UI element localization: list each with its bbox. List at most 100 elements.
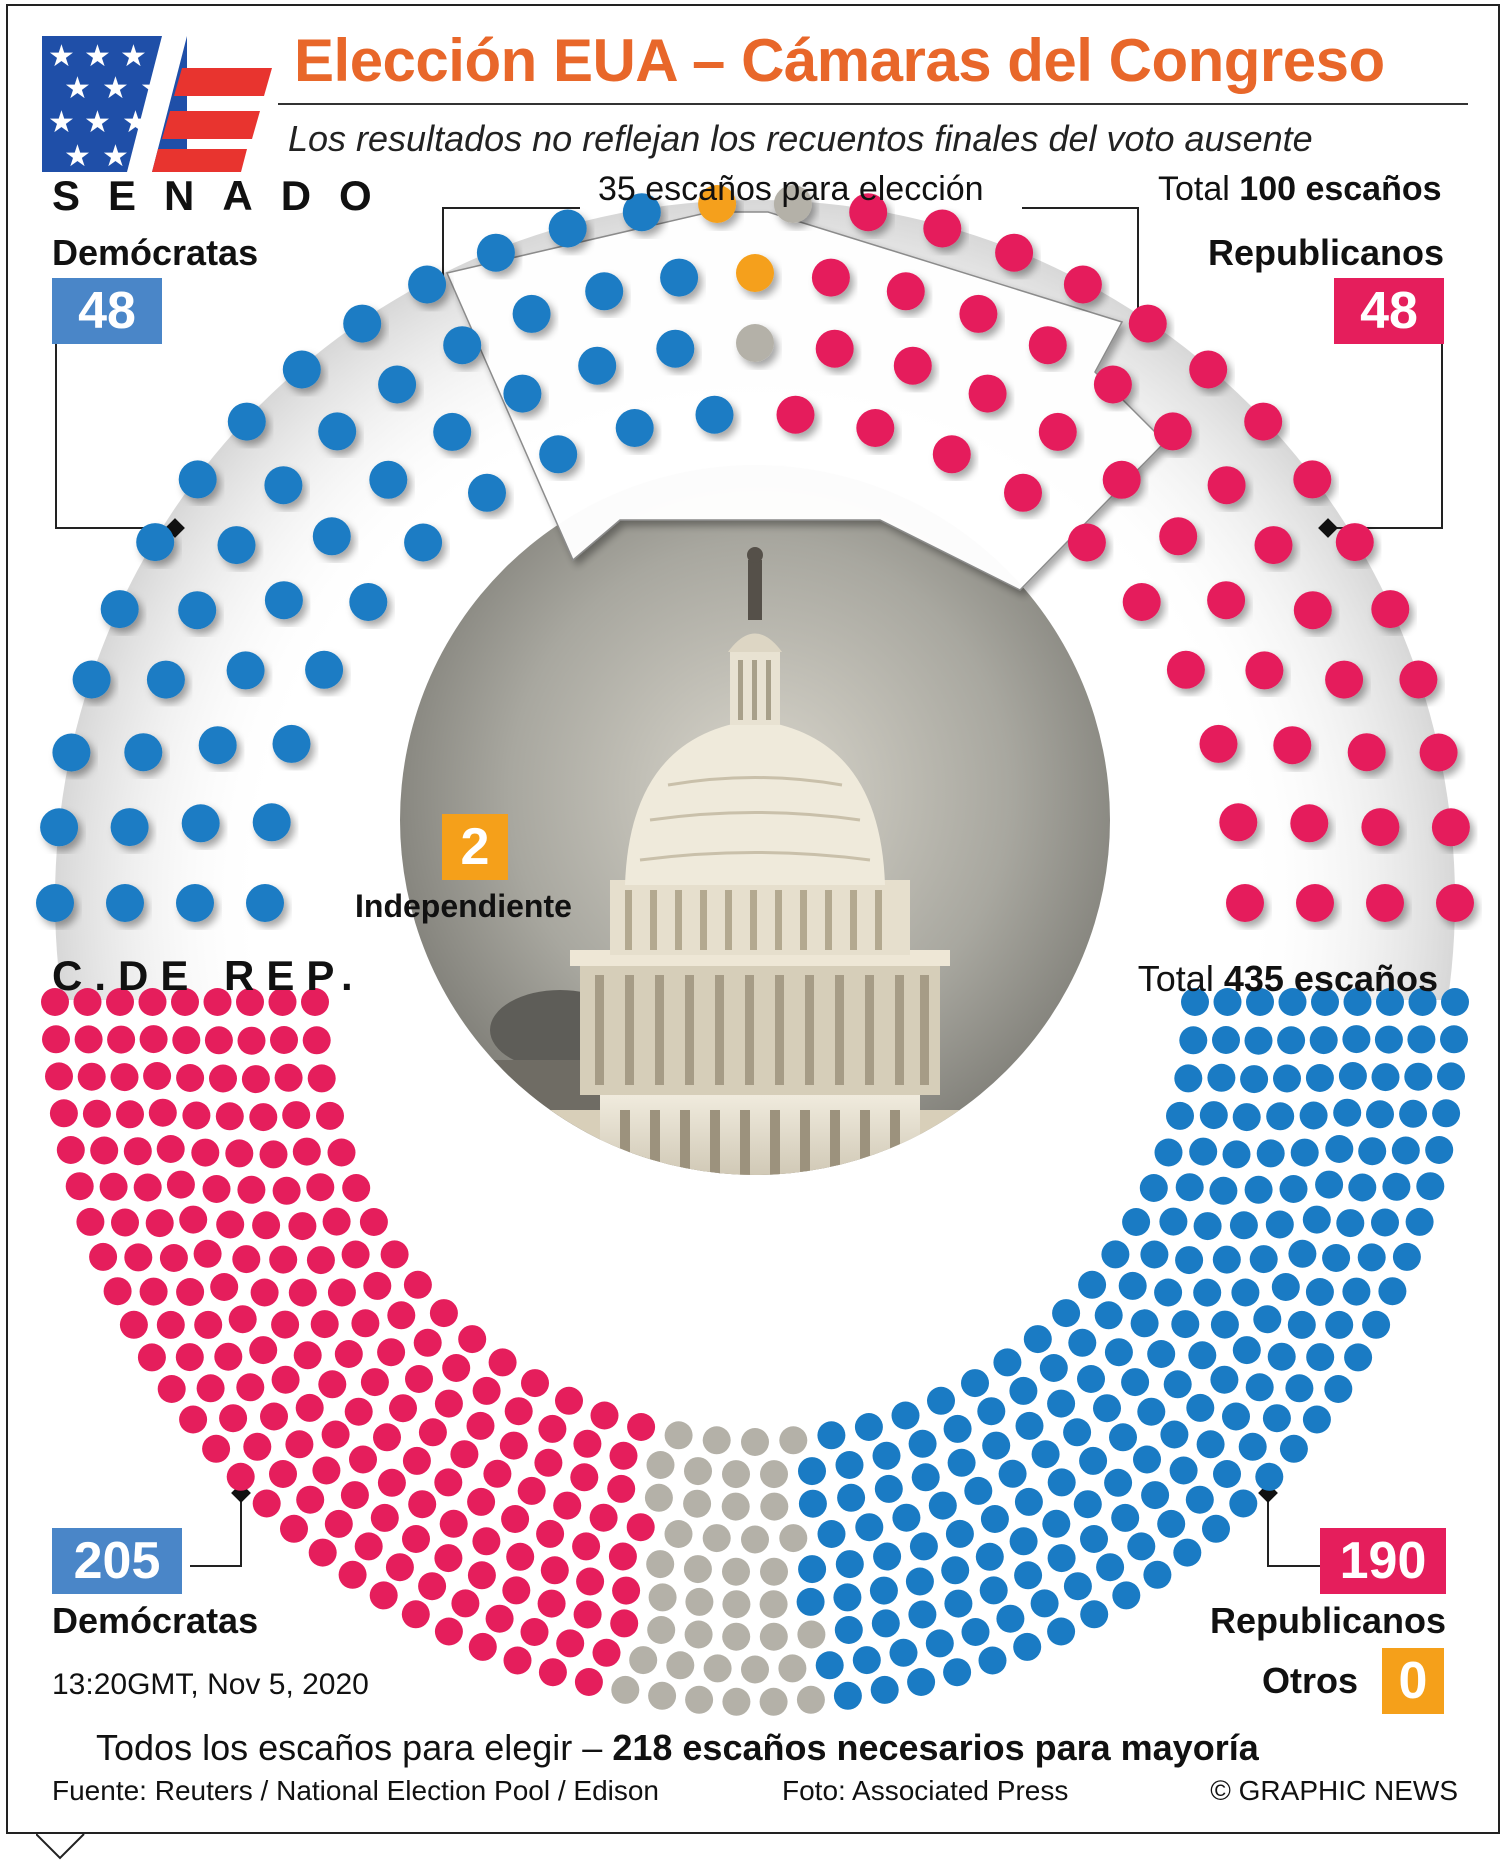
senate-seat (995, 233, 1034, 272)
house-seat (833, 1583, 862, 1612)
house-seat (1207, 1063, 1236, 1092)
house-seat (610, 1609, 639, 1638)
house-seat (797, 1620, 826, 1649)
house-seat (1109, 1423, 1137, 1452)
source-credit: Fuente: Reuters / National Election Pool… (52, 1775, 660, 1806)
house-seat (945, 1519, 974, 1548)
house-seat (1163, 1370, 1192, 1399)
house-seat (817, 1520, 846, 1548)
house-seat (1154, 1278, 1183, 1307)
house-seat (911, 1463, 940, 1492)
house-seat (1357, 1243, 1386, 1272)
house-seat (538, 1658, 567, 1687)
house-seat (996, 1604, 1025, 1633)
house-seat (592, 1638, 621, 1667)
house-seat (1267, 1342, 1296, 1371)
house-seat (685, 1685, 714, 1714)
house-seat (536, 1519, 565, 1548)
senate-seat (1419, 733, 1458, 772)
senate-seat (1219, 803, 1258, 842)
svg-text:★: ★ (120, 39, 147, 74)
house-seat (648, 1583, 677, 1612)
house-seat (171, 988, 199, 1016)
house-seat (306, 1246, 335, 1275)
timestamp: 13:20GMT, Nov 5, 2020 (52, 1668, 369, 1701)
house-seat (870, 1675, 899, 1704)
senate-seat (776, 395, 815, 434)
house-seat (1104, 1338, 1133, 1367)
house-seat (342, 1174, 371, 1202)
house-seat (385, 1553, 414, 1582)
house-seat (209, 1064, 237, 1093)
house-seat (370, 1503, 399, 1532)
house-seat (308, 1538, 337, 1567)
house-seat (521, 1369, 549, 1398)
house-seat (517, 1476, 546, 1505)
house-seat (418, 1418, 447, 1447)
senate-seat (264, 581, 303, 620)
house-seat (349, 1445, 377, 1474)
house-seat (944, 1589, 973, 1618)
senate-seat (1128, 304, 1167, 343)
senate-seat (1063, 265, 1102, 304)
house-seat (1376, 988, 1404, 1016)
house-seat (854, 1413, 883, 1441)
house-seat (1210, 1365, 1239, 1394)
senate-rep-count: 48 (1334, 278, 1444, 344)
house-seat (45, 1062, 73, 1091)
house-seat (1160, 1420, 1189, 1449)
house-seats (41, 988, 1469, 1716)
house-seat (458, 1325, 487, 1354)
house-seat (1014, 1487, 1043, 1516)
house-seat (1154, 1138, 1183, 1167)
house-seat (228, 1305, 257, 1334)
house-seat (467, 1561, 496, 1590)
house-seat (402, 1446, 431, 1475)
house-seat (324, 1509, 353, 1538)
senate-seat (305, 650, 344, 689)
senate-seat (1226, 884, 1264, 922)
house-seat (741, 1655, 769, 1684)
house-seat (1271, 1273, 1300, 1301)
house-seat (139, 1277, 168, 1306)
svg-text:★: ★ (102, 139, 129, 172)
house-seat (908, 1429, 937, 1458)
house-seat (271, 1365, 300, 1394)
senate-seat (1399, 660, 1438, 699)
house-total-value: 435 escaños (1223, 958, 1438, 999)
house-seat (237, 1175, 266, 1204)
house-seat (1015, 1411, 1044, 1440)
senate-seat (124, 733, 163, 772)
house-seat (644, 1483, 673, 1512)
house-seat (99, 1172, 128, 1201)
svg-text:★: ★ (48, 39, 75, 74)
house-seat (1391, 1136, 1420, 1165)
house-seat (1262, 1404, 1291, 1433)
house-seat (1188, 1341, 1217, 1370)
house-seat (852, 1646, 881, 1675)
house-seat (214, 1342, 243, 1371)
house-seat (1212, 1245, 1241, 1274)
frame-pointer (36, 1833, 85, 1860)
house-seat (1244, 1026, 1273, 1055)
house-seat (609, 1441, 638, 1470)
house-seat (488, 1348, 517, 1377)
house-seat (442, 1354, 471, 1382)
house-seat (1104, 1468, 1133, 1497)
house-seat (249, 1336, 278, 1365)
house-seat (1014, 1561, 1043, 1590)
house-seat (288, 1278, 317, 1307)
house-seat (722, 1557, 750, 1586)
house-seat (982, 1431, 1011, 1460)
house-seat (292, 1137, 321, 1166)
house-seat (1157, 1509, 1186, 1538)
house-seat (961, 1369, 989, 1398)
house-seat (110, 1063, 139, 1092)
house-seat (779, 1426, 808, 1455)
house-seat (1078, 1270, 1107, 1299)
house-seat (56, 1136, 85, 1164)
house-seat (702, 1426, 731, 1455)
house-seat (1047, 1389, 1076, 1418)
senate-seat (1004, 473, 1042, 512)
house-seat (703, 1654, 732, 1683)
